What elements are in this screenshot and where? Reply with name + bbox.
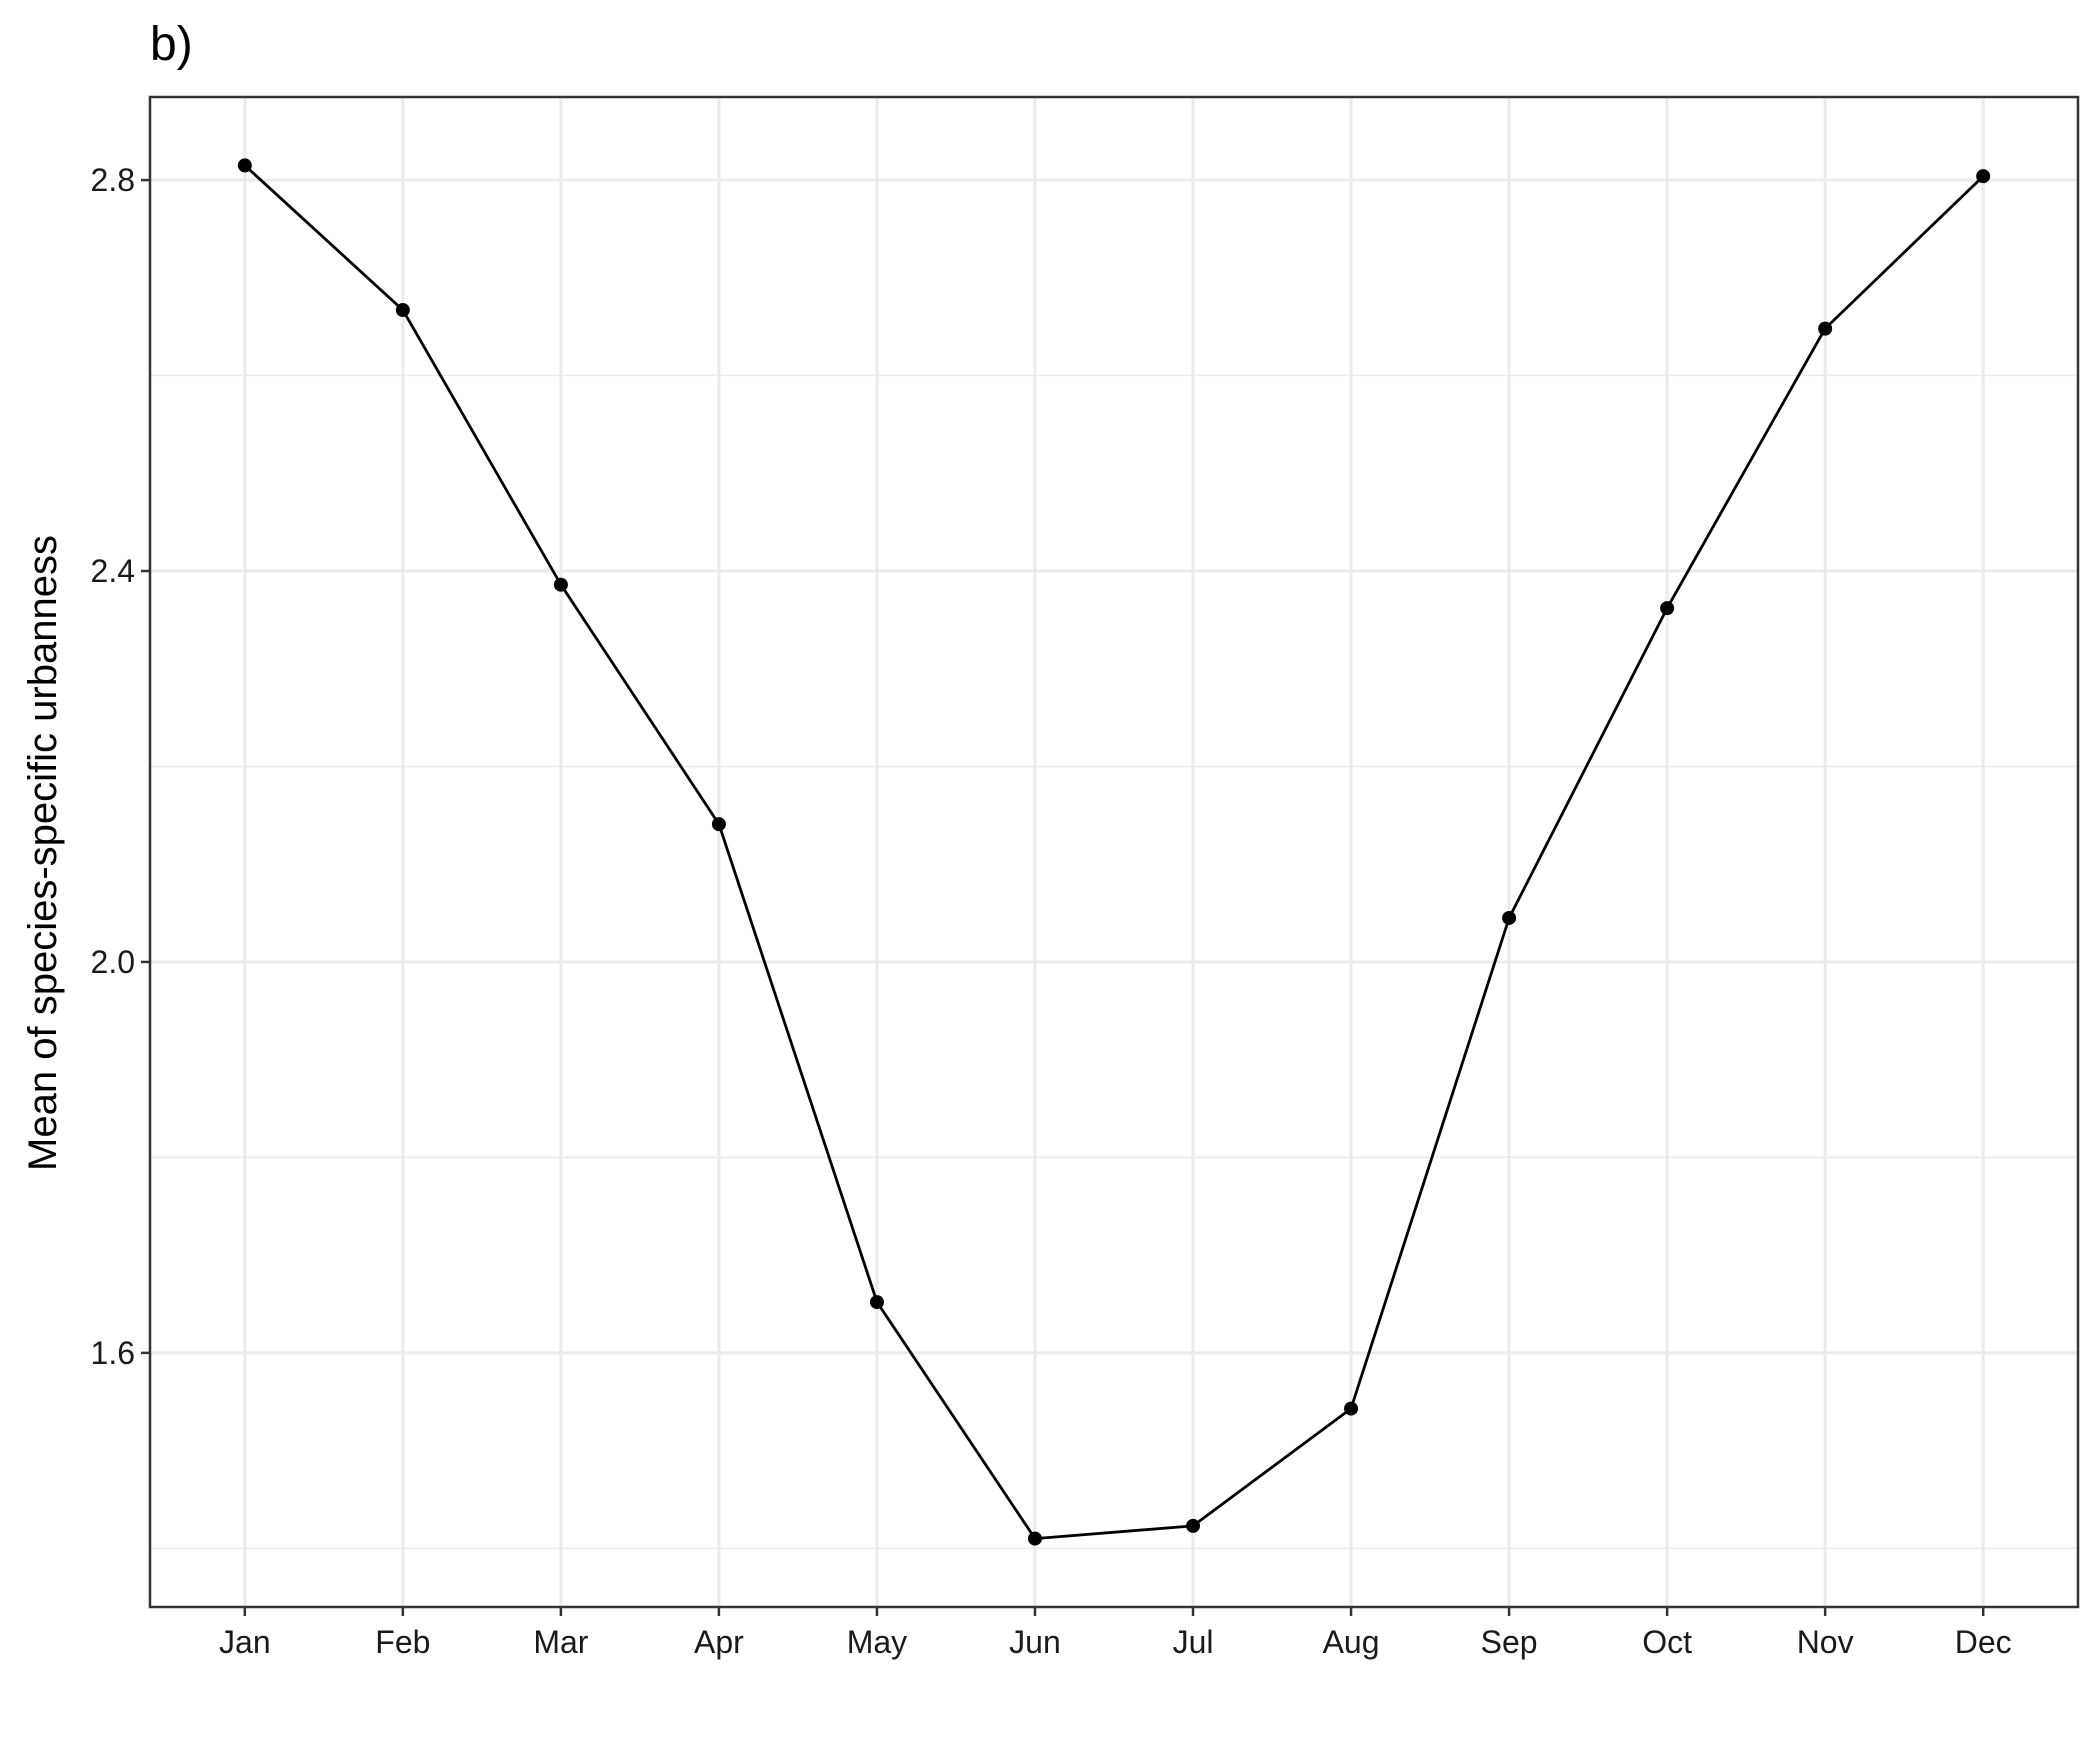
y-tick-label: 2.4	[91, 553, 135, 589]
panel-border	[148, 95, 2080, 1609]
x-tick-label: Jul	[1173, 1624, 1214, 1660]
x-tick-label: May	[847, 1624, 907, 1660]
x-tick-label: Aug	[1323, 1624, 1380, 1660]
x-tick-label: Nov	[1797, 1624, 1854, 1660]
x-tick-label: Feb	[375, 1624, 430, 1660]
data-point	[1502, 910, 1517, 925]
x-tick-label: Mar	[533, 1624, 588, 1660]
x-axis: Jan Feb Mar Apr May Jun Jul Aug Sep Oct Nov Dec	[219, 1607, 2012, 1660]
x-tick-label: Sep	[1481, 1624, 1538, 1660]
data-point	[1660, 601, 1675, 616]
data-point	[1976, 169, 1991, 184]
data-point	[395, 303, 410, 318]
data-point	[1027, 1531, 1042, 1546]
data-point	[1344, 1401, 1359, 1416]
x-tick-label: Jan	[219, 1624, 271, 1660]
y-tick-label: 1.6	[91, 1335, 135, 1371]
x-tick-label: Dec	[1955, 1624, 2012, 1660]
y-axis-title: Mean of species-specific urbanness	[21, 535, 65, 1171]
data-point	[1186, 1518, 1201, 1533]
x-tick-label: Jun	[1009, 1624, 1061, 1660]
series-group	[237, 158, 1991, 1546]
data-point	[1818, 321, 1833, 336]
minor-gridlines	[150, 374, 2078, 1550]
y-tick-label: 2.8	[91, 162, 135, 198]
data-point	[711, 817, 726, 832]
chart-title: b)	[150, 18, 193, 71]
data-point	[553, 577, 568, 592]
y-tick-label: 2.0	[91, 944, 135, 980]
data-point	[237, 158, 252, 173]
series-line	[243, 164, 1985, 1540]
y-axis: 1.6 2.0 2.4 2.8	[91, 162, 150, 1371]
x-tick-label: Oct	[1642, 1624, 1692, 1660]
major-gridlines	[150, 97, 2078, 1607]
x-tick-label: Apr	[694, 1624, 744, 1660]
data-point	[869, 1295, 884, 1310]
